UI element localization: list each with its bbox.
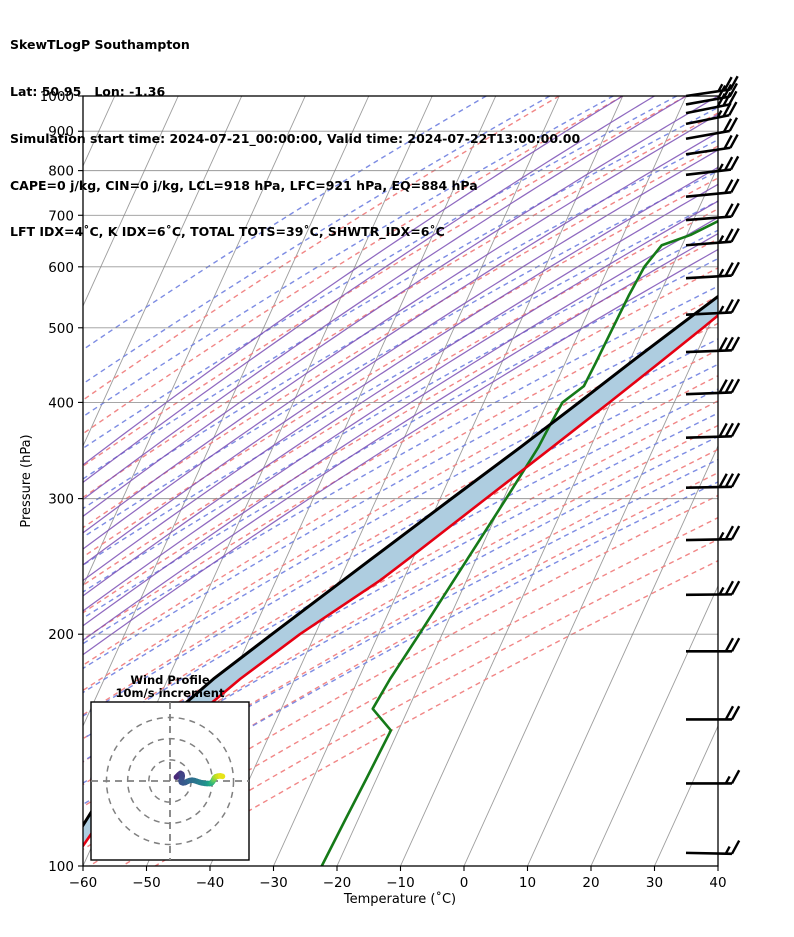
cape-shaded-region: [83, 296, 718, 846]
y-tick-label: 700: [48, 208, 74, 224]
y-axis-label: Pressure (hPa): [19, 434, 34, 527]
x-axis-label: Temperature (˚C): [343, 891, 456, 907]
header-indices-2: LFT IDX=4˚C, K IDX=6˚C, TOTAL TOTS=39˚C,…: [10, 224, 445, 240]
wind-barb: [685, 839, 741, 856]
header-times: Simulation start time: 2024-07-21_00:00:…: [10, 130, 581, 146]
header-indices-1: CAPE=0 j/kg, CIN=0 j/kg, LCL=918 hPa, LF…: [10, 177, 478, 193]
header-location: Lat: 50.95 Lon: -1.36: [10, 83, 166, 99]
sounding-profiles: [83, 219, 718, 866]
y-tick-label: 400: [48, 395, 74, 411]
wind-barbs: [685, 75, 741, 856]
wind-profile-hodograph: [90, 701, 250, 861]
hodograph-trace: [173, 770, 226, 787]
x-tick-label: 10: [519, 875, 536, 891]
x-tick-label: −10: [386, 875, 415, 891]
x-tick-label: −30: [259, 875, 288, 891]
x-tick-label: 20: [582, 875, 599, 891]
wind-barb: [685, 202, 740, 222]
wind-barb: [685, 155, 740, 177]
x-tick-label: 40: [709, 875, 726, 891]
wind-barb: [686, 637, 741, 653]
y-tick-label: 1000: [40, 89, 74, 105]
wind-barb: [686, 769, 741, 785]
wind-barb: [686, 705, 741, 721]
y-tick-label: 300: [48, 492, 74, 508]
x-tick-label: −50: [132, 875, 161, 891]
figure-header: SkewTLogP Southampton Lat: 50.95 Lon: -1…: [10, 6, 580, 271]
x-tick-label: 30: [646, 875, 663, 891]
wind-barb: [685, 261, 741, 280]
y-tick-label: 800: [48, 164, 74, 180]
x-axis-ticks: −60 −50 −40 −30 −20 −10 0 10 20 30 40: [69, 866, 727, 891]
x-tick-label: −40: [196, 875, 225, 891]
y-tick-label: 600: [48, 260, 74, 276]
y-tick-label: 200: [48, 627, 74, 643]
wind-barb: [685, 133, 739, 156]
x-tick-label: 0: [460, 875, 469, 891]
wind-barb: [685, 580, 741, 597]
y-tick-label: 500: [48, 321, 74, 337]
wind-barb: [685, 472, 741, 489]
wind-barb: [685, 117, 739, 141]
y-axis-ticks: 100 200 300 400 500 600 700 800 900 1000: [40, 89, 83, 875]
inset-title-line1: Wind Profile: [130, 673, 210, 687]
y-tick-label: 100: [48, 859, 74, 875]
header-title: SkewTLogP Southampton: [10, 37, 190, 53]
wind-barb: [685, 422, 741, 439]
wind-barb: [685, 178, 740, 198]
wind-barb: [685, 90, 738, 115]
x-tick-label: −20: [323, 875, 352, 891]
wind-barb: [685, 298, 741, 316]
wind-barb: [685, 336, 741, 354]
inset-title-line2: 10m/s increment: [116, 686, 225, 700]
y-tick-label: 900: [48, 124, 74, 140]
wind-barb: [685, 525, 741, 542]
x-tick-label: −60: [69, 875, 98, 891]
wind-barb: [685, 378, 741, 396]
wind-barb: [685, 227, 740, 247]
